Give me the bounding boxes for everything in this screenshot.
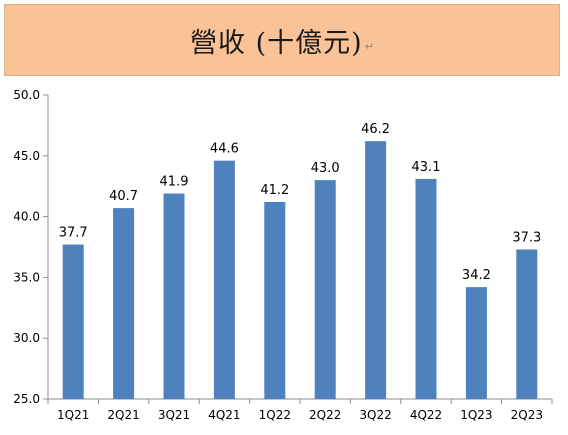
bar-1Q22 (264, 202, 286, 399)
value-label-3Q21: 41.9 (160, 174, 189, 189)
title-banner: 營收 (十億元) ↵ (4, 4, 560, 76)
value-label-2Q21: 40.7 (109, 189, 138, 204)
x-tick-label: 1Q22 (259, 408, 291, 422)
x-tick-label: 2Q21 (107, 408, 139, 422)
bar-4Q21 (213, 160, 235, 399)
y-tick-label: 35.0 (13, 270, 40, 284)
y-tick-label: 50.0 (13, 88, 40, 102)
y-tick-label: 40.0 (13, 210, 40, 224)
value-label-2Q23: 37.3 (512, 230, 541, 245)
value-label-1Q22: 41.2 (260, 183, 289, 198)
x-tick-label: 1Q21 (57, 408, 89, 422)
y-tick-label: 25.0 (13, 392, 40, 406)
x-tick-label: 1Q23 (460, 408, 492, 422)
x-tick-label: 2Q23 (511, 408, 543, 422)
bar-2Q21 (113, 208, 135, 399)
bar-1Q23 (465, 287, 487, 399)
bar-1Q21 (62, 244, 84, 399)
bar-3Q22 (365, 141, 387, 399)
bar-4Q22 (415, 178, 437, 399)
y-tick-label: 30.0 (13, 331, 40, 345)
y-tick-label: 45.0 (13, 149, 40, 163)
x-tick-label: 2Q22 (309, 408, 341, 422)
bar-3Q21 (163, 193, 185, 399)
bar-2Q23 (516, 249, 538, 399)
bar-2Q22 (314, 180, 336, 399)
value-label-3Q22: 46.2 (361, 122, 390, 137)
value-label-1Q21: 37.7 (59, 226, 88, 241)
paragraph-mark-icon: ↵ (364, 39, 374, 53)
value-label-2Q22: 43.0 (311, 161, 340, 176)
y-axis: 25.0 30.0 35.0 40.0 45.0 50.0 (13, 88, 49, 406)
x-axis: 1Q21 2Q21 3Q21 4Q21 1Q22 2Q22 3Q22 4Q22 1Q23 2Q23 (47, 398, 553, 422)
value-label-4Q21: 44.6 (210, 142, 239, 157)
bar-chart: 25.0 30.0 35.0 40.0 45.0 50.0 1Q21 2Q21 3Q21 4Q2… (13, 88, 553, 422)
x-tick-label: 3Q22 (359, 408, 391, 422)
chart-title: 營收 (十億元) (190, 27, 363, 59)
x-tick-label: 4Q21 (208, 408, 240, 422)
value-label-1Q23: 34.2 (462, 268, 491, 283)
data-labels: 37.7 40.7 41.9 44.6 41.2 43.0 46.2 43.1 34.2 37.3 (59, 122, 542, 283)
value-label-4Q22: 43.1 (412, 160, 441, 175)
bars (62, 141, 538, 399)
x-tick-label: 4Q22 (410, 408, 442, 422)
x-tick-label: 3Q21 (158, 408, 190, 422)
